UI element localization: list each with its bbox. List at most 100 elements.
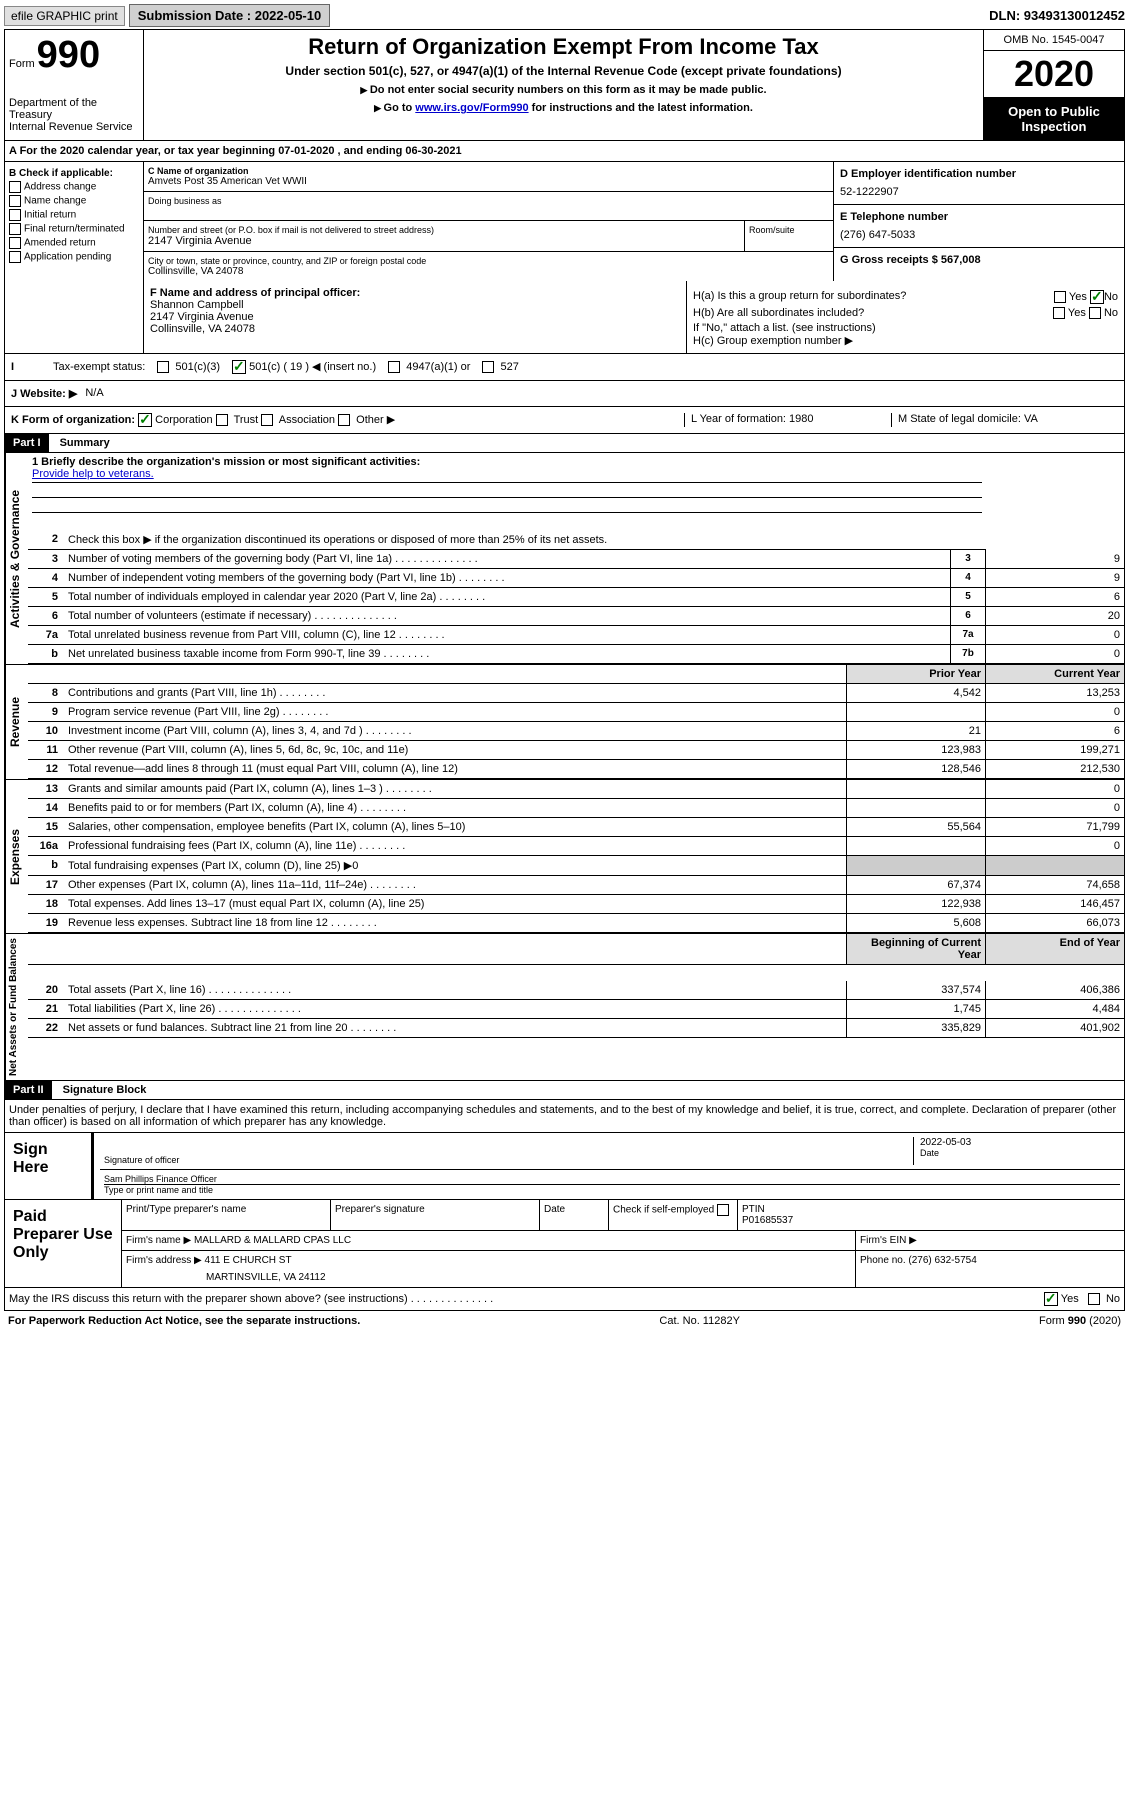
l12-text: Total revenue—add lines 8 through 11 (mu…	[64, 760, 847, 779]
cb-initial-return[interactable]	[9, 209, 21, 221]
cb-ha-no[interactable]	[1090, 290, 1104, 304]
cb-discuss-yes[interactable]	[1044, 1292, 1058, 1306]
l10-text: Investment income (Part VIII, column (A)…	[68, 725, 412, 737]
lbl-app-pending: Application pending	[24, 252, 111, 263]
col-b-title: B Check if applicable:	[9, 168, 139, 179]
form-header: Form 990 Department of the Treasury Inte…	[5, 30, 1124, 141]
vert-expenses: Expenses	[5, 780, 28, 933]
cb-4947[interactable]	[388, 361, 400, 373]
p14	[847, 799, 986, 818]
officer-printed-name: Sam Phillips Finance Officer	[104, 1174, 1120, 1185]
l15-text: Salaries, other compensation, employee b…	[64, 818, 847, 837]
lbl-other: Other ▶	[356, 414, 395, 426]
p9	[847, 703, 986, 722]
cb-amended[interactable]	[9, 237, 21, 249]
cb-corp[interactable]	[138, 413, 152, 427]
v6: 20	[986, 607, 1125, 626]
q1-label: 1 Briefly describe the organization's mi…	[32, 456, 982, 468]
cb-app-pending[interactable]	[9, 251, 21, 263]
part1-header: Part I Summary	[5, 434, 1124, 453]
v7b: 0	[986, 645, 1125, 664]
efile-button[interactable]: efile GRAPHIC print	[4, 6, 125, 26]
dept-irs: Internal Revenue Service	[9, 121, 139, 133]
lbl-501c3: 501(c)(3)	[175, 361, 220, 373]
cb-self-employed[interactable]	[717, 1204, 729, 1216]
p11: 123,983	[847, 741, 986, 760]
row-i: I Tax-exempt status: 501(c)(3) 501(c) ( …	[5, 354, 1124, 381]
c12: 212,530	[986, 760, 1125, 779]
hc-label: H(c) Group exemption number ▶	[693, 334, 1118, 347]
sig-date-label: Date	[920, 1148, 1120, 1158]
cb-527[interactable]	[482, 361, 494, 373]
cb-address-change[interactable]	[9, 181, 21, 193]
lbl-amended: Amended return	[24, 238, 96, 249]
lbl-address-change: Address change	[24, 182, 96, 193]
e22: 401,902	[986, 1019, 1125, 1038]
ln21: 21	[28, 1000, 64, 1019]
cb-discuss-no[interactable]	[1088, 1293, 1100, 1305]
v7a: 0	[986, 626, 1125, 645]
c17: 74,658	[986, 876, 1125, 895]
cb-501c3[interactable]	[157, 361, 169, 373]
cb-assoc[interactable]	[261, 414, 273, 426]
lbl-yes1: Yes	[1069, 291, 1087, 303]
cb-501c[interactable]	[232, 360, 246, 374]
dept-treasury: Department of the Treasury	[9, 97, 139, 121]
mission-text[interactable]: Provide help to veterans.	[32, 468, 154, 480]
nc3: 3	[951, 550, 986, 569]
prep-phone: Phone no. (276) 632-5754	[856, 1251, 1124, 1287]
col-h: H(a) Is this a group return for subordin…	[687, 281, 1124, 353]
b20: 337,574	[847, 981, 986, 1000]
section-bcd: B Check if applicable: Address change Na…	[5, 162, 1124, 281]
l13-text: Grants and similar amounts paid (Part IX…	[68, 783, 432, 795]
hdr-curr: Current Year	[986, 665, 1125, 684]
ln20: 20	[28, 981, 64, 1000]
ln19: 19	[28, 914, 64, 933]
irs-link[interactable]: www.irs.gov/Form990	[415, 102, 528, 114]
prep-check-label: Check if self-employed	[613, 1205, 714, 1216]
city-value: Collinsville, VA 24078	[148, 266, 829, 277]
ln22: 22	[28, 1019, 64, 1038]
sig-officer-label: Signature of officer	[104, 1155, 913, 1165]
hb-label: H(b) Are all subordinates included?	[693, 307, 864, 319]
p19: 5,608	[847, 914, 986, 933]
tax-exempt-label: Tax-exempt status:	[53, 361, 145, 373]
p8: 4,542	[847, 684, 986, 703]
firm-addr2: MARTINSVILLE, VA 24112	[126, 1272, 851, 1283]
ptin-label: PTIN	[742, 1204, 1120, 1215]
cb-hb-no[interactable]	[1089, 307, 1101, 319]
cb-hb-yes[interactable]	[1053, 307, 1065, 319]
l8-text: Contributions and grants (Part VIII, lin…	[68, 687, 325, 699]
cb-final-return[interactable]	[9, 223, 21, 235]
header-center: Return of Organization Exempt From Incom…	[144, 30, 983, 140]
officer-name: Shannon Campbell	[150, 299, 680, 311]
v5: 6	[986, 588, 1125, 607]
cb-other[interactable]	[338, 414, 350, 426]
lbl-trust: Trust	[234, 414, 259, 426]
goto-post: for instructions and the latest informat…	[529, 102, 753, 114]
tax-year: 2020	[984, 51, 1124, 98]
hdr-end: End of Year	[986, 934, 1125, 965]
lbl-discuss-no: No	[1106, 1293, 1120, 1305]
discuss-text: May the IRS discuss this return with the…	[9, 1293, 1044, 1305]
cb-trust[interactable]	[216, 414, 228, 426]
l18-text: Total expenses. Add lines 13–17 (must eq…	[64, 895, 847, 914]
omb-number: OMB No. 1545-0047	[984, 30, 1124, 51]
cb-name-change[interactable]	[9, 195, 21, 207]
hdr-prior: Prior Year	[847, 665, 986, 684]
prep-date-label: Date	[540, 1200, 609, 1230]
c16b	[986, 856, 1125, 876]
e20: 406,386	[986, 981, 1125, 1000]
dln: DLN: 93493130012452	[989, 8, 1125, 23]
officer-addr1: 2147 Virginia Avenue	[150, 311, 680, 323]
cb-ha-yes[interactable]	[1054, 291, 1066, 303]
ssn-warning: Do not enter social security numbers on …	[148, 84, 979, 96]
ln14: 14	[28, 799, 64, 818]
lbl-final-return: Final return/terminated	[24, 224, 125, 235]
top-bar: efile GRAPHIC print Submission Date : 20…	[4, 4, 1125, 27]
lbl-name-change: Name change	[24, 196, 86, 207]
dba-label: Doing business as	[148, 196, 829, 206]
room-label: Room/suite	[749, 225, 829, 235]
officer-addr2: Collinsville, VA 24078	[150, 323, 680, 335]
q4-text: Number of independent voting members of …	[68, 572, 505, 584]
